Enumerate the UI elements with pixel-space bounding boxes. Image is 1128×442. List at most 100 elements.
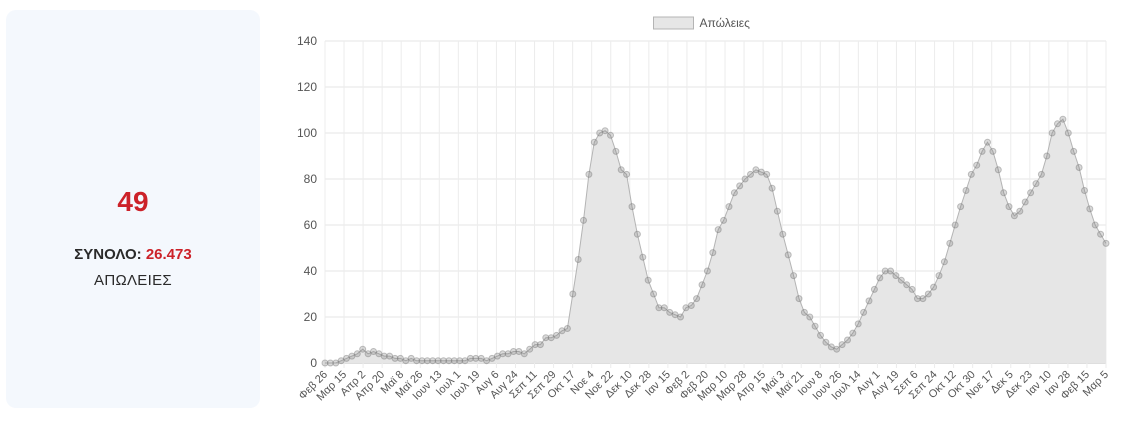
data-point bbox=[1059, 115, 1067, 123]
data-point bbox=[1081, 187, 1088, 194]
data-point bbox=[628, 203, 636, 211]
data-point bbox=[914, 295, 921, 303]
data-point bbox=[757, 168, 765, 176]
data-point bbox=[633, 230, 641, 238]
deaths-total-line: ΣΥΝΟΛΟ: 26.473 bbox=[6, 246, 260, 263]
data-point bbox=[466, 354, 474, 362]
data-point bbox=[984, 138, 991, 146]
data-point bbox=[779, 230, 787, 238]
data-point bbox=[1064, 129, 1072, 137]
y-tick-label: 120 bbox=[297, 80, 317, 94]
data-point bbox=[650, 290, 658, 298]
data-point bbox=[973, 161, 981, 169]
data-point bbox=[483, 357, 491, 365]
data-point bbox=[1048, 129, 1056, 137]
data-point bbox=[892, 272, 900, 280]
data-point bbox=[800, 308, 808, 316]
data-point bbox=[440, 357, 447, 365]
data-point bbox=[844, 336, 851, 344]
data-point bbox=[396, 354, 404, 362]
data-point bbox=[617, 166, 625, 174]
data-point bbox=[919, 295, 927, 303]
data-point bbox=[531, 341, 539, 349]
data-point bbox=[585, 170, 593, 178]
data-point bbox=[337, 357, 345, 365]
deaths-summary-card: 49 ΣΥΝΟΛΟ: 26.473 ΑΠΩΛΕΙΕΣ bbox=[6, 10, 260, 408]
data-point bbox=[935, 272, 943, 280]
data-point bbox=[811, 322, 819, 330]
data-point bbox=[429, 357, 437, 365]
data-point bbox=[854, 320, 862, 328]
data-point bbox=[951, 221, 959, 229]
data-point bbox=[1102, 239, 1110, 247]
data-point bbox=[1032, 180, 1040, 188]
data-point bbox=[967, 170, 975, 178]
data-point bbox=[445, 357, 453, 365]
data-point bbox=[865, 297, 873, 305]
series-points bbox=[321, 115, 1110, 367]
data-point bbox=[1037, 170, 1045, 178]
chart-legend[interactable]: Απώλειες bbox=[653, 16, 751, 30]
data-point bbox=[1070, 147, 1078, 155]
legend-swatch bbox=[653, 16, 694, 30]
data-point bbox=[1043, 152, 1051, 160]
data-point bbox=[515, 348, 523, 355]
data-point bbox=[569, 290, 577, 298]
data-point bbox=[391, 354, 399, 362]
data-point bbox=[612, 147, 620, 155]
data-point bbox=[359, 345, 367, 353]
data-point bbox=[580, 216, 587, 224]
data-point bbox=[790, 272, 798, 280]
data-point bbox=[504, 350, 512, 358]
data-point bbox=[526, 345, 534, 353]
data-point bbox=[563, 325, 571, 332]
data-point bbox=[660, 304, 668, 312]
data-point bbox=[510, 348, 517, 355]
series-line bbox=[325, 118, 1107, 364]
data-point bbox=[827, 343, 835, 351]
y-axis-ticks: 0 20 40 60 80 100 120 140 bbox=[297, 34, 317, 370]
data-point bbox=[849, 329, 857, 337]
y-tick-label: 40 bbox=[304, 264, 318, 278]
data-point bbox=[623, 170, 631, 178]
data-point bbox=[536, 341, 544, 349]
y-tick-label: 100 bbox=[297, 126, 317, 140]
data-point bbox=[499, 350, 507, 358]
data-point bbox=[897, 276, 905, 284]
data-point bbox=[730, 189, 738, 197]
total-value: 26.473 bbox=[145, 246, 192, 263]
data-point bbox=[881, 267, 889, 275]
data-point bbox=[752, 166, 760, 174]
data-point bbox=[924, 290, 932, 298]
data-point bbox=[693, 295, 701, 303]
data-point bbox=[763, 170, 771, 178]
data-point bbox=[817, 331, 824, 339]
data-point bbox=[671, 311, 679, 319]
y-tick-label: 60 bbox=[304, 218, 318, 232]
data-point bbox=[644, 276, 652, 284]
data-point bbox=[493, 352, 501, 360]
data-point bbox=[386, 352, 394, 360]
data-point bbox=[402, 357, 410, 365]
data-point bbox=[407, 354, 415, 362]
data-point bbox=[423, 357, 431, 365]
data-point bbox=[1010, 212, 1018, 220]
data-point bbox=[590, 138, 598, 146]
data-point bbox=[1086, 205, 1094, 213]
data-point bbox=[784, 251, 792, 259]
data-point bbox=[720, 216, 728, 224]
data-point bbox=[380, 352, 388, 360]
data-point bbox=[488, 354, 496, 362]
data-point bbox=[709, 249, 717, 257]
data-point bbox=[946, 239, 954, 247]
legend-label: Απώλειες bbox=[700, 16, 751, 30]
data-point bbox=[930, 283, 938, 291]
data-point bbox=[806, 313, 814, 321]
data-point bbox=[370, 348, 377, 355]
data-point bbox=[1005, 203, 1013, 211]
data-point bbox=[978, 147, 986, 155]
y-tick-label: 140 bbox=[297, 34, 317, 48]
y-tick-label: 80 bbox=[304, 172, 318, 186]
data-point bbox=[542, 334, 550, 342]
data-point bbox=[413, 357, 421, 365]
